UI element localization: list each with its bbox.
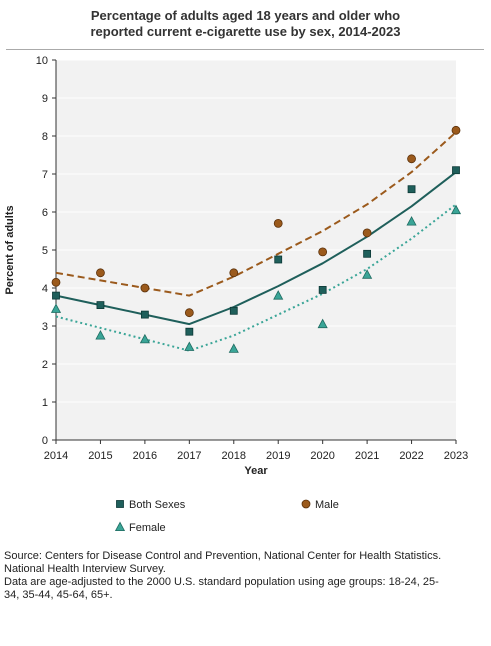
point-male-2022 xyxy=(407,154,416,164)
x-tick-label-2015: 2015 xyxy=(88,450,112,462)
point-female-2019 xyxy=(273,290,284,300)
point-male-2015 xyxy=(96,268,105,278)
y-tick-label-2: 2 xyxy=(42,359,48,371)
point-both-sexes-2015 xyxy=(96,301,105,310)
legend-marker-male xyxy=(301,499,311,509)
chart-area: 0 1 2 3 4 5 6 7 8 9 10 2014 2015 2016 2017 2018 2019 2020… xyxy=(4,55,468,534)
y-tick-label-0: 0 xyxy=(42,435,48,447)
point-both-sexes-2020 xyxy=(318,285,327,294)
y-tick-label-6: 6 xyxy=(42,207,48,219)
source-line-3: Data are age-adjusted to the 2000 U.S. s… xyxy=(4,576,439,588)
source-line-2: National Health Interview Survey. xyxy=(4,563,166,575)
point-male-2020 xyxy=(318,247,328,257)
point-both-sexes-2016 xyxy=(140,310,149,319)
point-female-2018 xyxy=(228,343,239,353)
point-male-2018 xyxy=(229,268,239,278)
legend-label-male: Male xyxy=(315,499,339,511)
legend-marker-female xyxy=(114,521,126,531)
x-tick-label-2019: 2019 xyxy=(266,450,290,462)
y-axis-title: Percent of adults xyxy=(4,205,16,294)
point-both-sexes-2017 xyxy=(185,327,194,336)
chart-title: Percentage of adults aged 18 years and o… xyxy=(0,8,491,40)
point-female-2022 xyxy=(406,216,417,226)
trend-line-male xyxy=(55,131,457,297)
y-tick-label-4: 4 xyxy=(42,283,48,295)
x-tick-label-2021: 2021 xyxy=(355,450,379,462)
x-tick-label-2018: 2018 xyxy=(222,450,246,462)
y-tick-label-1: 1 xyxy=(42,397,48,409)
point-female-2021 xyxy=(362,269,373,279)
source-line-4: 34, 35-44, 45-64, 65+. xyxy=(4,589,113,601)
x-tick-label-2017: 2017 xyxy=(177,450,201,462)
point-female-2017 xyxy=(184,341,195,351)
chart-title-line-1: Percentage of adults aged 18 years and o… xyxy=(90,8,401,23)
point-both-sexes-2019 xyxy=(274,255,283,264)
title-divider xyxy=(6,49,484,50)
x-tick-label-2014: 2014 xyxy=(44,450,68,462)
trend-line-both-sexes xyxy=(55,171,457,326)
legend-marker-both-sexes xyxy=(116,500,124,508)
point-both-sexes-2023 xyxy=(452,166,460,175)
legend-label-both-sexes: Both Sexes xyxy=(129,499,186,511)
point-female-2014 xyxy=(50,303,62,313)
point-both-sexes-2022 xyxy=(407,185,416,194)
point-both-sexes-2018 xyxy=(229,306,238,315)
x-tick-label-2023: 2023 xyxy=(444,450,468,462)
source-note: Source: Centers for Disease Control and … xyxy=(4,550,488,602)
x-tick-label-2020: 2020 xyxy=(310,450,334,462)
y-tick-label-10: 10 xyxy=(36,55,48,67)
point-male-2021 xyxy=(362,228,372,238)
trend-line-female xyxy=(55,203,457,352)
y-tick-label-9: 9 xyxy=(42,93,48,105)
x-tick-label-2022: 2022 xyxy=(399,450,423,462)
y-tick-label-8: 8 xyxy=(42,131,48,143)
point-male-2017 xyxy=(184,308,194,318)
y-tick-label-5: 5 xyxy=(42,245,48,257)
x-tick-label-2016: 2016 xyxy=(133,450,157,462)
point-both-sexes-2021 xyxy=(363,249,372,258)
y-tick-label-3: 3 xyxy=(42,321,48,333)
point-female-2016 xyxy=(139,333,150,344)
point-female-2015 xyxy=(95,330,106,340)
y-tick-label-7: 7 xyxy=(42,169,48,181)
point-female-2023 xyxy=(450,204,462,215)
point-male-2014 xyxy=(51,277,61,287)
source-line-1: Source: Centers for Disease Control and … xyxy=(4,550,442,562)
chart-title-line-2: reported current e-cigarette use by sex,… xyxy=(90,24,401,39)
x-axis-title: Year xyxy=(244,465,268,477)
point-male-2019 xyxy=(273,218,283,228)
point-both-sexes-2014 xyxy=(52,291,60,300)
legend-label-female: Female xyxy=(129,522,166,534)
point-male-2016 xyxy=(140,283,150,293)
point-female-2020 xyxy=(317,318,328,329)
point-male-2023 xyxy=(451,125,461,135)
